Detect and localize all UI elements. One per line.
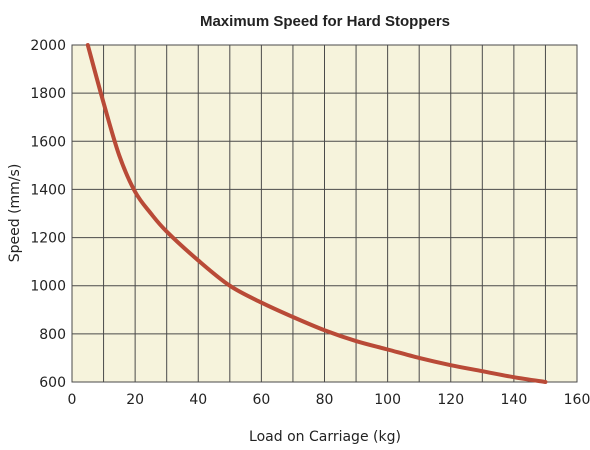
- x-tick-label: 140: [501, 392, 528, 408]
- x-tick-label: 0: [68, 392, 77, 408]
- x-tick-label: 80: [316, 392, 334, 408]
- y-tick-label: 1400: [30, 182, 66, 198]
- plot-border: [71, 44, 578, 383]
- x-tick-label: 60: [252, 392, 270, 408]
- grid: [72, 45, 577, 382]
- y-tick-label: 1800: [30, 86, 66, 102]
- speed-curve-line: [85, 43, 548, 384]
- x-tick-label: 120: [437, 392, 464, 408]
- x-axis-label: Load on Carriage (kg): [249, 429, 401, 445]
- chart-title: Maximum Speed for Hard Stoppers: [200, 13, 450, 30]
- y-tick-label: 2000: [30, 38, 66, 54]
- y-tick-label: 800: [39, 327, 66, 343]
- y-axis-label: Speed (mm/s): [7, 164, 23, 263]
- y-tick-label: 1600: [30, 134, 66, 150]
- x-tick-label: 20: [126, 392, 144, 408]
- x-tick-label: 40: [189, 392, 207, 408]
- series-layer: [85, 43, 548, 384]
- y-tick-label: 1000: [30, 279, 66, 295]
- y-tick-label: 600: [39, 375, 66, 391]
- x-axis-ticks: 0 20 40 60 80 100 120 140 160: [68, 392, 590, 408]
- x-tick-label: 100: [374, 392, 401, 408]
- y-axis-ticks: 600 800 1000 1200 1400 1600 1800 2000: [30, 38, 66, 391]
- x-tick-label: 160: [564, 392, 590, 408]
- y-tick-label: 1200: [30, 231, 66, 247]
